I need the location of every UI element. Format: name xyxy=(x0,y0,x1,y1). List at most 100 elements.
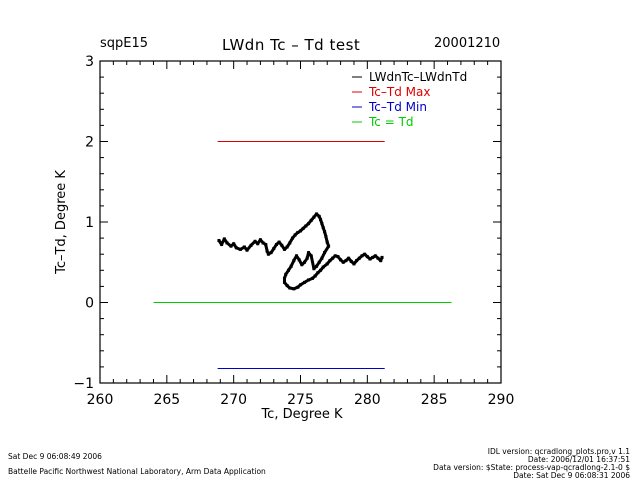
data-point xyxy=(317,214,321,218)
y-tick-label: 3 xyxy=(85,54,94,70)
data-point xyxy=(238,247,242,251)
data-point xyxy=(284,272,288,276)
data-point xyxy=(277,240,281,244)
data-point xyxy=(229,244,233,248)
data-point xyxy=(315,212,319,216)
data-point xyxy=(288,241,292,245)
data-point xyxy=(352,262,356,266)
data-point xyxy=(323,230,327,234)
data-point xyxy=(225,241,229,245)
data-point xyxy=(327,244,331,248)
data-point xyxy=(363,252,367,256)
data-point xyxy=(296,285,300,289)
site-label: sqpE15 xyxy=(100,36,149,51)
data-point xyxy=(365,255,369,259)
y-tick-label: −1 xyxy=(73,376,94,392)
data-point xyxy=(313,274,317,278)
data-point xyxy=(258,238,262,242)
data-point xyxy=(242,245,246,249)
data-point xyxy=(360,254,364,258)
data-point xyxy=(324,234,328,238)
data-point xyxy=(299,283,302,287)
data-point xyxy=(217,239,221,243)
data-point xyxy=(300,263,304,267)
plot-frame xyxy=(99,60,502,384)
x-tick-label: 265 xyxy=(153,392,180,408)
data-point xyxy=(380,255,384,259)
data-point xyxy=(320,222,324,226)
x-tick-label: 275 xyxy=(287,392,314,408)
y-tick-label: 1 xyxy=(85,215,94,231)
data-point xyxy=(319,218,323,222)
data-point xyxy=(282,276,286,280)
data-point xyxy=(280,243,284,247)
data-point xyxy=(245,248,249,252)
data-point xyxy=(299,229,302,233)
data-point xyxy=(371,255,375,259)
date-label: 20001210 xyxy=(434,36,501,51)
data-point xyxy=(321,265,325,269)
data-point xyxy=(357,256,361,260)
data-point xyxy=(309,254,313,258)
y-tick-label: 2 xyxy=(85,135,94,151)
data-point xyxy=(269,251,273,255)
data-point xyxy=(234,246,238,250)
data-point xyxy=(307,278,311,282)
data-point xyxy=(336,255,340,259)
data-point xyxy=(325,240,329,244)
data-point xyxy=(288,286,292,290)
footer-timestamp: Sat Dec 9 06:08:49 2006 xyxy=(8,452,102,461)
data-point xyxy=(301,226,305,230)
data-point xyxy=(256,242,260,246)
data-point xyxy=(325,262,329,266)
data-point xyxy=(303,260,307,264)
data-point xyxy=(317,260,321,264)
data-point xyxy=(282,247,286,251)
data-point xyxy=(232,242,236,246)
data-point xyxy=(285,245,289,249)
data-point xyxy=(316,271,320,275)
data-point xyxy=(292,259,296,263)
data-point xyxy=(320,256,324,260)
data-point xyxy=(265,249,269,253)
data-point xyxy=(266,252,270,256)
footer-idl-date: Date: 2006/12/01 16:37:51 xyxy=(527,455,630,464)
data-point xyxy=(319,268,323,272)
data-point xyxy=(376,256,380,260)
data-point xyxy=(331,256,335,260)
data-point xyxy=(274,243,278,247)
data-point xyxy=(309,218,313,222)
footer-credit: Battelle Pacific Northwest National Labo… xyxy=(8,467,266,476)
data-point xyxy=(303,280,307,284)
footer-data-version: Data version: $State: process-vap-qcradl… xyxy=(433,463,630,472)
data-point xyxy=(355,259,359,263)
data-point xyxy=(222,237,226,241)
chart-title: LWdn Tc – Td test xyxy=(222,36,361,54)
data-point xyxy=(347,256,351,260)
data-point xyxy=(312,215,316,219)
data-point xyxy=(282,280,286,284)
x-tick-label: 280 xyxy=(354,392,381,408)
footer-data-date: Date: Sat Dec 9 06:08:31 2006 xyxy=(513,471,630,480)
data-point xyxy=(307,251,311,255)
legend-label: Tc–Td Min xyxy=(368,100,427,114)
data-point xyxy=(339,258,343,262)
legend-label: Tc = Td xyxy=(368,115,414,129)
data-point xyxy=(290,236,294,240)
data-point xyxy=(286,268,290,272)
data-point xyxy=(344,259,348,263)
data-point xyxy=(373,254,377,258)
legend-label: LWdnTc–LWdnTd xyxy=(369,70,467,84)
data-point xyxy=(311,276,315,280)
series-trace xyxy=(217,212,384,291)
y-axis-label: Tc–Td, Degree K xyxy=(54,170,69,275)
legend-label: Tc–Td Max xyxy=(368,85,430,99)
data-point xyxy=(253,239,257,243)
data-point xyxy=(296,230,300,234)
data-point xyxy=(368,257,372,261)
data-point xyxy=(379,259,383,263)
data-point xyxy=(249,243,253,247)
data-point xyxy=(333,254,337,258)
data-point xyxy=(289,264,293,268)
